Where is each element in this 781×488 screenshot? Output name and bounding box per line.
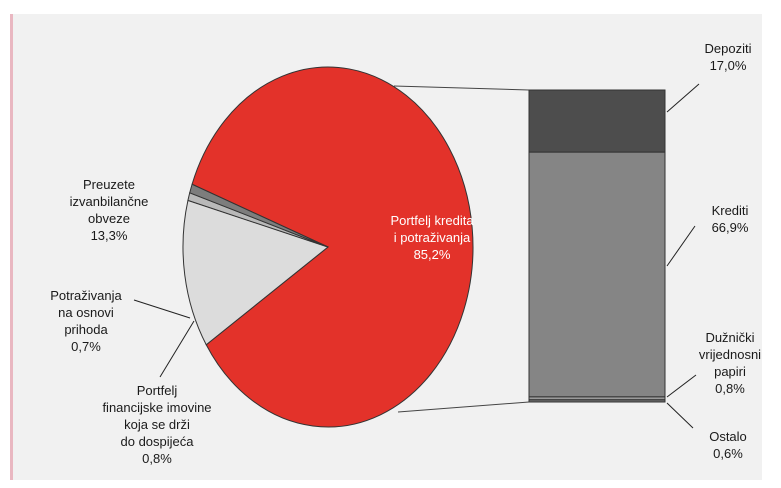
bar-segment-0	[528, 89, 666, 153]
leader-lines	[133, 83, 700, 429]
left-accent-rule	[10, 14, 13, 480]
pie-label-2: Potraživanja na osnovi prihoda 0,7%	[50, 288, 122, 354]
pie-slice-3	[189, 183, 329, 248]
stacked-bar-group	[528, 89, 666, 403]
bar-leader-3	[666, 402, 694, 429]
pie-slice-1	[182, 199, 330, 346]
connector-lines	[393, 85, 530, 413]
connector-top	[393, 85, 530, 91]
bar-label-0: Depoziti 17,0%	[705, 41, 752, 73]
connector-bottom	[397, 401, 530, 413]
pie-label-0: Portfelj kredita i potraživanja 85,2%	[390, 213, 474, 262]
bar-label-1: Krediti 66,9%	[712, 203, 749, 235]
pie-slice-0	[191, 66, 474, 428]
bar-segment-3	[528, 399, 666, 403]
bar-segment-1	[528, 151, 666, 398]
labels-group: Portfelj kredita i potraživanja 85,2% Preuz…	[50, 41, 761, 466]
pie-label-1: Preuzete izvanbilančne obveze 13,3%	[70, 177, 149, 243]
bar-leader-2	[666, 374, 697, 398]
pie-leader-3	[159, 320, 195, 378]
bar-label-3: Ostalo 0,6%	[709, 429, 747, 461]
pie-label-3: Portfelj financijske imovine koja se drži d…	[102, 383, 211, 466]
pie-group	[182, 66, 474, 428]
bar-label-2: Dužnički vrijednosni papiri 0,8%	[699, 330, 761, 396]
pie-leader-2	[133, 299, 191, 319]
bar-leader-0	[666, 83, 700, 113]
bar-leader-1	[666, 225, 696, 267]
